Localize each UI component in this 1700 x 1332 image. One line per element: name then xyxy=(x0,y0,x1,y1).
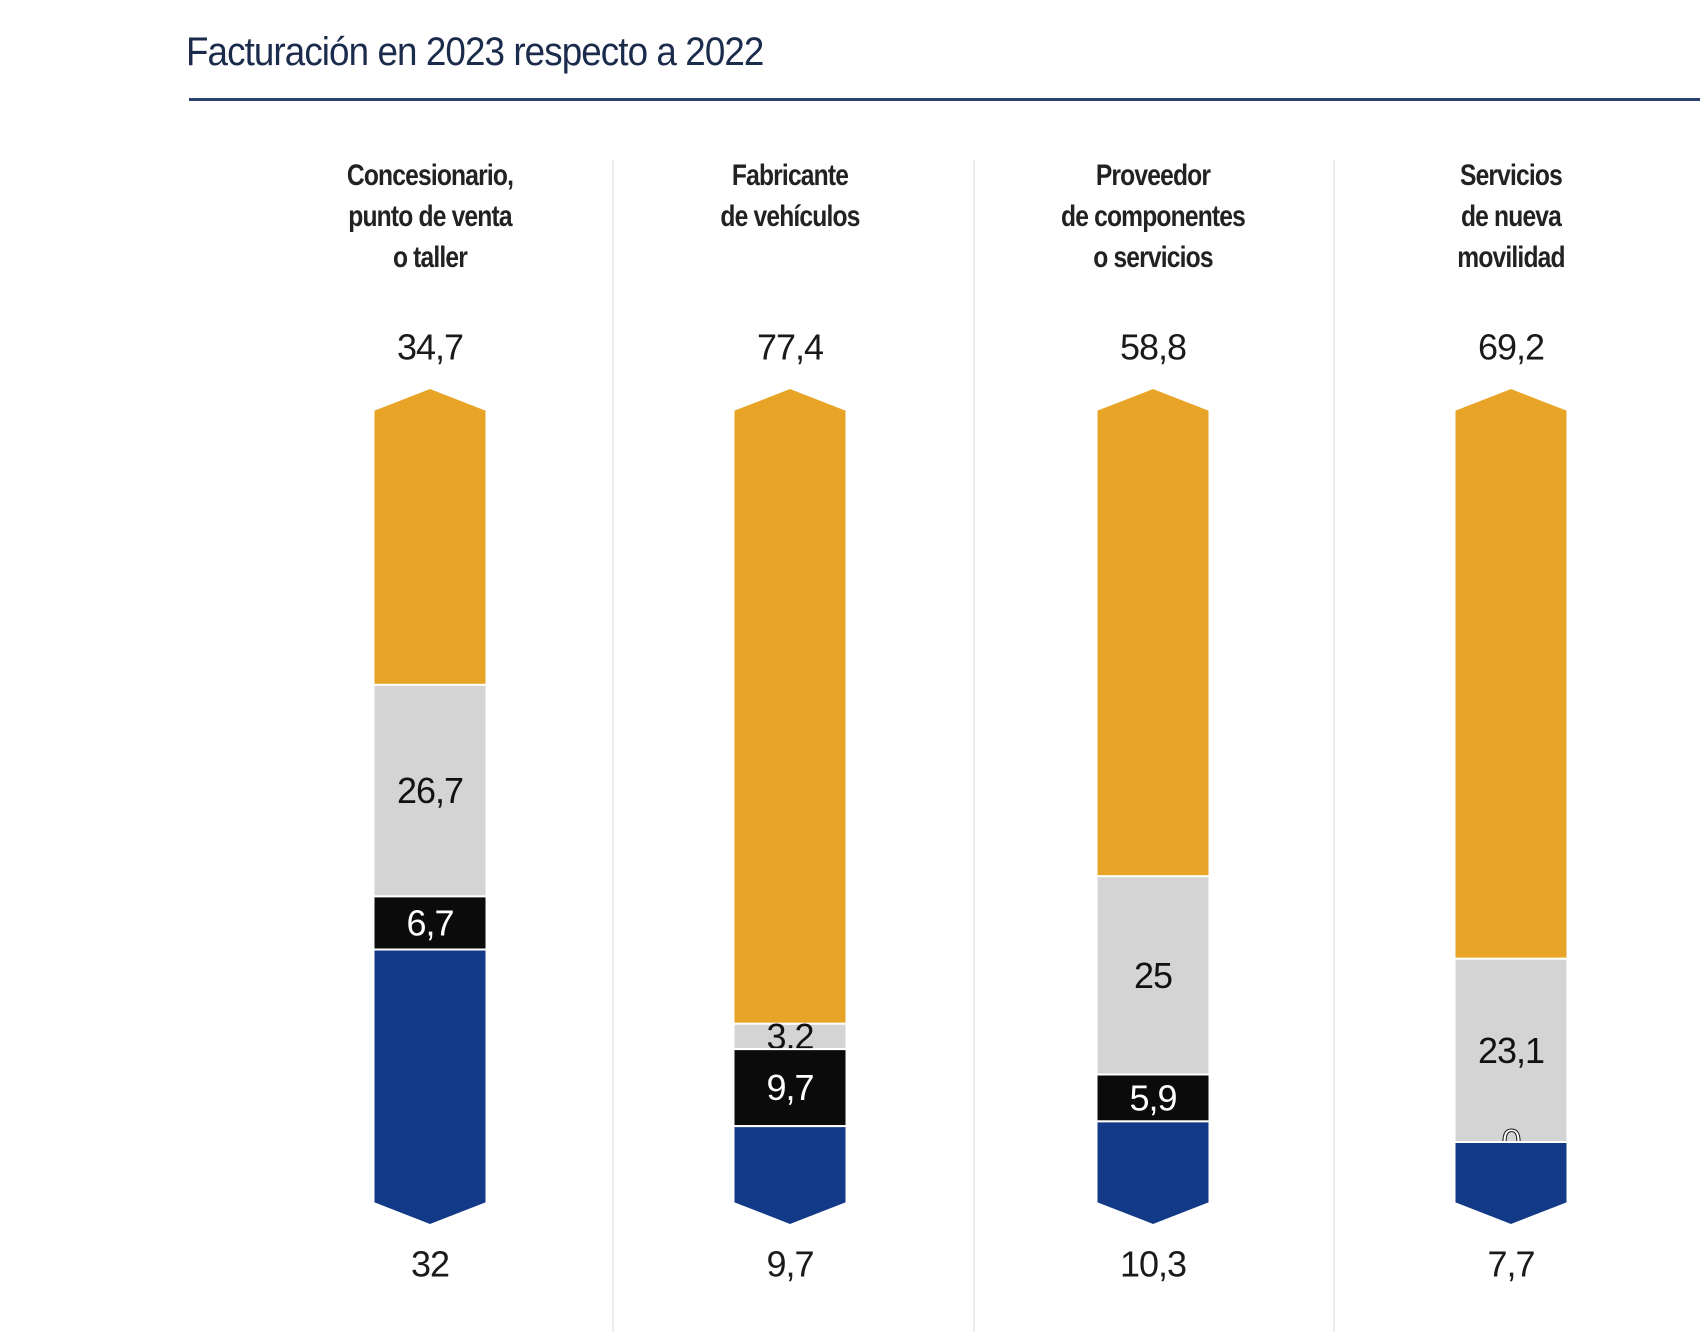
segment-data-label: 26,7 xyxy=(397,770,463,811)
segment-data-label: 25 xyxy=(1134,955,1172,996)
bar-segment-3 xyxy=(732,1125,848,1227)
column-divider xyxy=(973,160,975,1332)
segment-data-label: 6,7 xyxy=(406,902,453,943)
bottom-data-label: 9,7 xyxy=(766,1244,813,1285)
category-label-line: o taller xyxy=(392,241,468,274)
bar-segment-0 xyxy=(732,386,848,1025)
bar-segment-3 xyxy=(372,948,488,1227)
category-label: Proveedor de componentes o servicios xyxy=(1014,155,1293,278)
top-data-label: 58,8 xyxy=(1120,327,1186,368)
category-label-line: movilidad xyxy=(1457,241,1565,274)
category-column: Concesionario, punto de venta o taller xyxy=(260,0,600,1332)
bottom-data-label: 32 xyxy=(411,1244,449,1285)
category-label: Concesionario, punto de venta o taller xyxy=(291,155,570,278)
category-label-line: Fabricante xyxy=(731,159,849,192)
segment-data-label: 9,7 xyxy=(766,1067,813,1108)
column-divider xyxy=(612,160,614,1332)
bottom-data-label: 10,3 xyxy=(1120,1244,1186,1285)
category-label: Fabricante de vehículos xyxy=(651,155,930,237)
category-label: Servicios de nueva movilidad xyxy=(1372,155,1651,278)
category-label-line: Concesionario, xyxy=(346,159,514,192)
column-divider xyxy=(1333,160,1335,1332)
category-label-line: de componentes xyxy=(1061,200,1246,233)
bottom-data-label: 7,7 xyxy=(1487,1244,1534,1285)
category-column: Fabricante de vehículos xyxy=(620,0,960,1332)
bar-segment-0 xyxy=(372,386,488,686)
category-column: Servicios de nueva movilidad xyxy=(1341,0,1681,1332)
category-label-line: Servicios xyxy=(1459,159,1563,192)
bar-segment-3 xyxy=(1095,1120,1211,1227)
category-label-line: de nueva xyxy=(1460,200,1562,233)
category-label-line: Proveedor xyxy=(1095,159,1211,192)
chart-title: Facturación en 2023 respecto a 2022 xyxy=(186,30,764,74)
top-data-label: 77,4 xyxy=(757,327,823,368)
segment-data-label: 5,9 xyxy=(1129,1077,1176,1118)
bar-segment-3 xyxy=(1453,1140,1569,1227)
category-column: Proveedor de componentes o servicios xyxy=(983,0,1323,1332)
bar-segment-0 xyxy=(1453,386,1569,960)
category-label-line: punto de venta xyxy=(348,200,512,233)
top-data-label: 69,2 xyxy=(1478,327,1544,368)
category-label-line: o servicios xyxy=(1093,241,1213,274)
category-label-line: de vehículos xyxy=(720,200,860,233)
title-rule xyxy=(189,98,1700,101)
top-data-label: 34,7 xyxy=(397,327,463,368)
segment-data-label: 23,1 xyxy=(1478,1030,1544,1071)
bar-segment-0 xyxy=(1095,386,1211,878)
